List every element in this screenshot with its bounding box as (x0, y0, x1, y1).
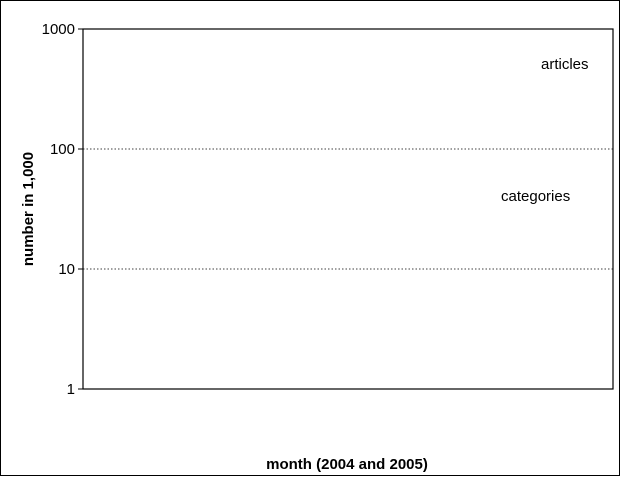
series-label-categories: categories (501, 188, 570, 205)
x-axis-title: month (2004 and 2005) (266, 456, 428, 473)
y-axis-ticks: 1 10 100 1000 (42, 21, 83, 398)
y-tick-label: 1000 (42, 21, 75, 38)
y-tick-label: 100 (50, 141, 75, 158)
grid-lines (83, 148, 613, 270)
y-tick-label: 1 (67, 381, 75, 398)
y-tick-label: 10 (58, 261, 75, 278)
plot-area (82, 28, 614, 390)
y-axis-title: number in 1,000 (20, 152, 37, 266)
series-label-articles: articles (541, 56, 589, 73)
